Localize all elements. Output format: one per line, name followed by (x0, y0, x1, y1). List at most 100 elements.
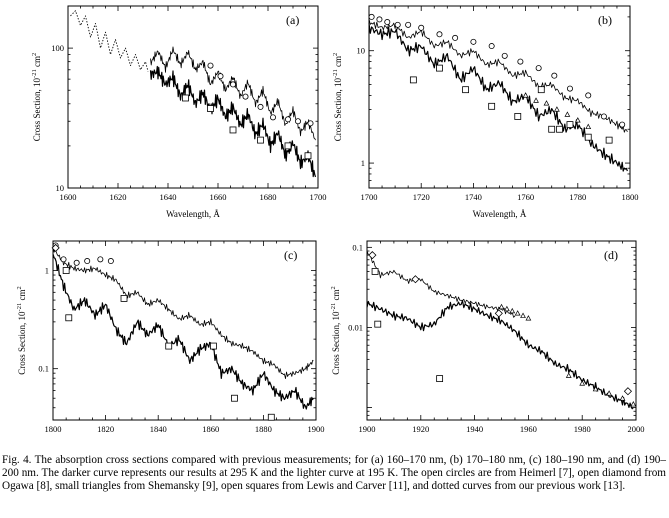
marker-heimerl-circle (436, 31, 443, 38)
panel-label: (d) (604, 248, 618, 262)
marker-heimerl-circle (384, 19, 391, 26)
marker-lewis-carver-square (304, 152, 312, 160)
marker-heimerl-circle (307, 120, 314, 127)
y-axis-label-exponent: 2 (330, 286, 337, 289)
marker-shemansky-triangle (574, 117, 581, 123)
x-tick-label: 1920 (412, 424, 429, 434)
marker-ogawa-diamond (51, 243, 60, 252)
marker-heimerl-circle (566, 85, 573, 92)
series-line-dotted-previous-work (70, 10, 149, 72)
x-tick-label: 1660 (210, 192, 227, 202)
marker-lewis-carver-square (584, 133, 592, 141)
panel-b: 1700 1720 1740 1760 1780 1800 1 10 (b) Wavelength… (332, 5, 639, 219)
panel-label: (b) (598, 13, 612, 27)
x-tick-label: 1600 (60, 192, 77, 202)
marker-ogawa-diamond (368, 251, 377, 260)
y-axis-label-exponent: 2 (332, 53, 339, 56)
marker-lewis-carver-square (488, 102, 496, 110)
marker-lewis-carver-square (182, 94, 189, 102)
marker-heimerl-circle (376, 16, 383, 23)
y-tick-label: 1 (361, 158, 365, 168)
marker-heimerl-circle (107, 258, 114, 265)
y-axis-label: Cross Section, 10-21 cm2 (31, 53, 42, 141)
marker-heimerl-circle (488, 43, 495, 50)
marker-heimerl-circle (284, 116, 291, 123)
marker-heimerl-circle (517, 58, 524, 65)
series-line-195-k (150, 46, 316, 141)
marker-shemansky-triangle (606, 390, 612, 396)
marker-heimerl-circle (501, 52, 508, 59)
y-axis-label-main: Cross Section, 10 (333, 77, 343, 141)
marker-heimerl-circle (73, 259, 80, 266)
marker-shemansky-triangle (554, 106, 560, 112)
marker-shemansky-triangle (503, 305, 510, 312)
series-line-195-k (368, 18, 628, 133)
marker-shemansky-triangle (509, 307, 516, 314)
panel-b-frame (368, 5, 631, 189)
series-line-195-k (52, 244, 314, 380)
y-axis-label-exponent: 2 (16, 286, 23, 289)
x-tick-label: 1680 (260, 192, 277, 202)
y-axis-label: Cross Section, 10-21 cm2 (332, 53, 343, 141)
marker-heimerl-circle (242, 93, 249, 100)
marker-heimerl-circle (405, 21, 412, 28)
marker-lewis-carver-square (210, 342, 217, 350)
y-axis-label-exponent: -21 (31, 69, 38, 78)
marker-shemansky-triangle (498, 303, 505, 310)
marker-lewis-carver-square (436, 375, 444, 383)
marker-heimerl-circle (394, 21, 401, 28)
marker-lewis-carver-square (514, 113, 522, 120)
y-tick-label: 10 (56, 183, 65, 193)
y-axis-label: Cross Section, 10-21 cm2 (16, 286, 27, 374)
marker-heimerl-circle (585, 92, 592, 99)
panel-label: (a) (286, 13, 299, 27)
y-tick-label: 0.1 (38, 364, 49, 374)
x-tick-label: 1800 (622, 192, 639, 202)
marker-lewis-carver-square (62, 267, 70, 274)
x-tick-label: 1620 (110, 192, 127, 202)
marker-heimerl-circle (217, 73, 224, 80)
x-tick-label: 2000 (628, 424, 645, 434)
marker-heimerl-circle (535, 65, 542, 72)
marker-heimerl-circle (619, 121, 626, 128)
x-tick-label: 1980 (574, 424, 591, 434)
marker-heimerl-circle (294, 118, 301, 125)
marker-lewis-carver-square (374, 320, 382, 328)
x-tick-label: 1860 (202, 424, 219, 434)
marker-heimerl-circle (257, 103, 264, 110)
y-axis-label-unit: cm (331, 290, 341, 303)
marker-shemansky-triangle (564, 111, 571, 117)
figure-caption: Fig. 4. The absorption cross sections co… (2, 454, 666, 493)
x-tick-label: 1700 (361, 192, 378, 202)
marker-lewis-carver-square (284, 142, 292, 150)
marker-lewis-carver-square (566, 121, 574, 128)
marker-shemansky-triangle (533, 97, 539, 103)
marker-heimerl-circle (452, 34, 459, 41)
x-tick-label: 1640 (160, 192, 177, 202)
marker-shemansky-triangle (585, 123, 592, 130)
marker-lewis-carver-square (556, 125, 563, 133)
y-axis-label-unit: cm (17, 290, 27, 303)
series-line-295-k (366, 300, 634, 410)
marker-lewis-carver-square (537, 86, 545, 94)
marker-lewis-carver-square (207, 105, 214, 112)
y-axis-label-unit: cm (32, 56, 42, 69)
panel-d-frame (366, 240, 637, 421)
marker-shemansky-triangle (514, 310, 521, 316)
marker-lewis-carver-square (462, 86, 469, 94)
marker-lewis-carver-square (409, 76, 417, 84)
x-tick-label: 1760 (517, 192, 534, 202)
marker-lewis-carver-square (229, 126, 237, 134)
marker-lewis-carver-square (436, 64, 443, 72)
x-tick-label: 1960 (520, 424, 537, 434)
x-tick-label: 1940 (466, 424, 483, 434)
y-tick-label: 0.01 (348, 322, 363, 332)
x-tick-label: 1780 (569, 192, 586, 202)
x-tick-label: 1900 (359, 424, 376, 434)
y-axis-label-unit: cm (333, 56, 343, 69)
marker-heimerl-circle (368, 13, 375, 20)
figure-4: 1600 1620 1640 1660 1680 1700 10 100 (a) Waveleng… (16, 5, 645, 434)
marker-heimerl-circle (600, 113, 607, 120)
marker-shemansky-triangle (592, 385, 599, 392)
y-axis-label: Cross Section, 10-21 cm2 (330, 286, 341, 374)
